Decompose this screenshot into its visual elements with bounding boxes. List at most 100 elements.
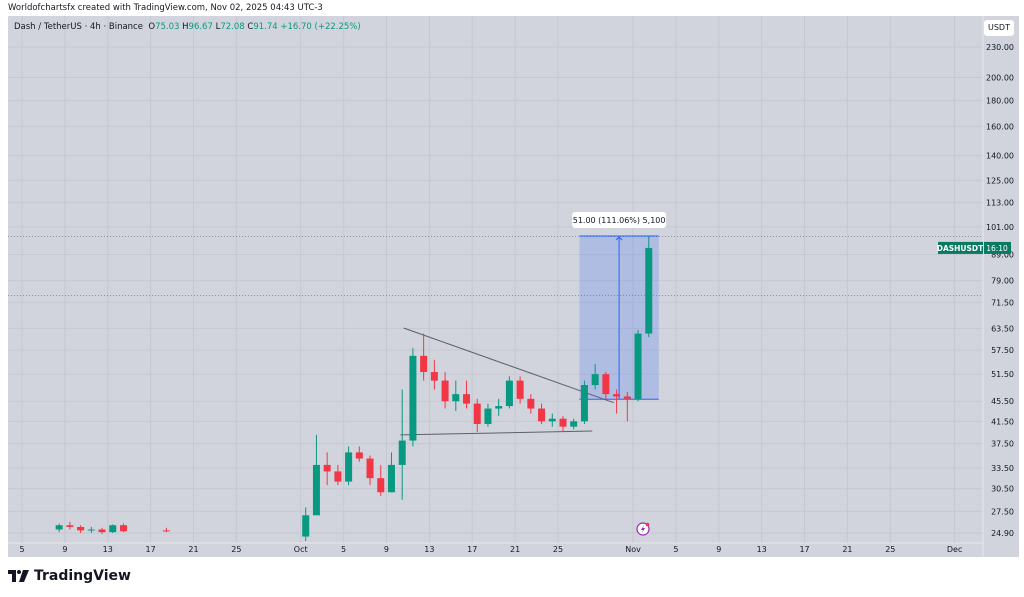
candle-body bbox=[430, 372, 438, 381]
y-tick-label: 200.00 bbox=[986, 74, 1014, 83]
y-tick-label: 41.50 bbox=[991, 417, 1014, 426]
y-tick-label: 30.50 bbox=[991, 485, 1014, 494]
trendline bbox=[400, 430, 593, 436]
chart-credit: Worldofchartsfx created with TradingView… bbox=[8, 3, 323, 13]
y-tick-label: 140.00 bbox=[986, 152, 1014, 161]
candle-body bbox=[580, 385, 588, 422]
candle bbox=[430, 359, 438, 390]
candle bbox=[323, 452, 331, 486]
candle bbox=[334, 464, 342, 486]
open-value: 75.03 bbox=[155, 22, 180, 32]
candle-body bbox=[409, 355, 417, 441]
tradingview-logo-icon bbox=[8, 570, 29, 582]
candle bbox=[559, 416, 567, 433]
candle-body bbox=[323, 464, 331, 472]
countdown-label: 16:10 bbox=[986, 244, 1008, 253]
y-tick-label: 113.00 bbox=[986, 198, 1014, 207]
x-tick-label: 21 bbox=[510, 545, 520, 554]
candle-body bbox=[345, 452, 353, 482]
close-value: 91.74 bbox=[253, 22, 278, 32]
y-tick-label: 101.00 bbox=[986, 223, 1014, 232]
candle bbox=[387, 452, 395, 493]
symbol-tag-label: DASHUSDT bbox=[937, 244, 984, 253]
x-tick-label: 5 bbox=[341, 545, 346, 554]
symbol-label: Dash / TetherUS · 4h · Binance bbox=[14, 22, 143, 32]
candle bbox=[452, 380, 460, 412]
x-tick-label: 9 bbox=[62, 545, 67, 554]
brand-name: TradingView bbox=[34, 568, 131, 584]
candle bbox=[119, 523, 127, 533]
low-label: L bbox=[215, 22, 221, 32]
measure-label-box bbox=[572, 211, 667, 228]
candle-body bbox=[591, 374, 599, 386]
x-tick-label: Oct bbox=[294, 545, 308, 554]
candle bbox=[463, 380, 471, 409]
candle bbox=[109, 524, 117, 533]
candle bbox=[398, 389, 406, 500]
x-tick-label: 5 bbox=[673, 545, 678, 554]
y-tick-label: 37.50 bbox=[991, 439, 1014, 448]
candle bbox=[366, 455, 374, 486]
candle bbox=[495, 398, 503, 417]
candle-body bbox=[645, 247, 653, 334]
arrow-head-icon bbox=[615, 236, 623, 241]
candle-body bbox=[613, 394, 621, 397]
candle-body bbox=[77, 526, 85, 531]
y-tick-label: 45.50 bbox=[991, 397, 1014, 406]
candle-body bbox=[334, 471, 342, 482]
candle bbox=[55, 523, 63, 533]
candle bbox=[409, 348, 417, 447]
measure-label: 51.00 (111.06%) 5,100 bbox=[573, 216, 666, 225]
x-tick-label: 21 bbox=[188, 545, 198, 554]
candle bbox=[355, 446, 363, 462]
candle-body bbox=[355, 452, 363, 459]
close-label: C bbox=[247, 22, 254, 32]
candle-body bbox=[623, 396, 631, 399]
candle bbox=[602, 372, 610, 399]
x-tick-label: 17 bbox=[146, 545, 156, 554]
candle bbox=[580, 380, 588, 424]
candle bbox=[505, 376, 513, 409]
candle-body bbox=[398, 440, 406, 465]
chart-area[interactable] bbox=[8, 16, 1019, 557]
x-tick-label: 21 bbox=[842, 545, 852, 554]
candle bbox=[634, 330, 642, 402]
candle bbox=[613, 389, 621, 414]
candle bbox=[162, 527, 170, 533]
candle-body bbox=[570, 421, 578, 427]
candle bbox=[345, 446, 353, 486]
candle bbox=[98, 527, 106, 534]
lightning-icon bbox=[641, 525, 645, 533]
x-tick-label: 25 bbox=[885, 545, 895, 554]
lightning-alert-icon[interactable] bbox=[636, 522, 650, 536]
candle bbox=[623, 391, 631, 422]
y-tick-label: 71.50 bbox=[991, 298, 1014, 307]
x-tick-label: 9 bbox=[716, 545, 721, 554]
x-tick-label: 13 bbox=[424, 545, 434, 554]
candle bbox=[527, 394, 535, 414]
candle-body bbox=[441, 380, 449, 402]
candle-body bbox=[366, 458, 374, 479]
low-value: 72.08 bbox=[220, 22, 245, 32]
y-tick-label: 27.50 bbox=[991, 507, 1014, 516]
candle bbox=[377, 464, 385, 496]
open-label: O bbox=[148, 22, 156, 32]
candle bbox=[87, 526, 95, 533]
x-tick-label: 17 bbox=[467, 545, 477, 554]
x-tick-label: 25 bbox=[553, 545, 563, 554]
currency-unit-button[interactable]: USDT bbox=[984, 20, 1014, 36]
x-tick-label: 9 bbox=[384, 545, 389, 554]
x-tick-label: 13 bbox=[103, 545, 113, 554]
candle-body bbox=[548, 418, 556, 422]
candle bbox=[516, 376, 524, 404]
x-tick-label: 17 bbox=[799, 545, 809, 554]
candle-body bbox=[312, 464, 320, 516]
x-tick-label: Nov bbox=[625, 545, 641, 554]
candle-body bbox=[463, 394, 471, 404]
high-value: 96.67 bbox=[188, 22, 213, 32]
candle bbox=[302, 507, 310, 542]
symbol-tag bbox=[938, 241, 983, 254]
candle-body bbox=[302, 515, 310, 537]
candle-body bbox=[377, 478, 385, 493]
